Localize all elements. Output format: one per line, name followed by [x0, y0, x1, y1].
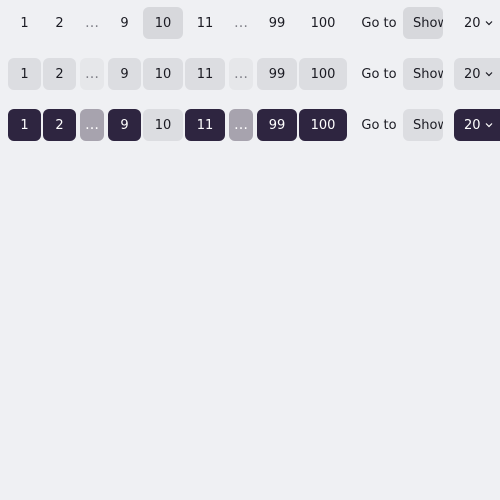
page-button-2[interactable]: 2 [43, 109, 76, 141]
chevron-down-icon [484, 18, 494, 28]
goto-page-input[interactable]: Show [403, 7, 443, 39]
page-button-99[interactable]: 99 [257, 109, 297, 141]
goto-page-input[interactable]: Show [403, 58, 443, 90]
page-button-9[interactable]: 9 [108, 58, 141, 90]
goto-label: Go to [361, 117, 397, 133]
page-button-99[interactable]: 99 [268, 15, 286, 31]
page-button-10-current[interactable]: 10 [143, 109, 183, 141]
page-size-select[interactable]: 20 [454, 7, 500, 39]
ellipsis-button[interactable]: … [80, 58, 104, 90]
page-button-100[interactable]: 100 [299, 58, 347, 90]
page-button-2[interactable]: 2 [43, 58, 76, 90]
ellipsis-button[interactable]: … [80, 109, 104, 141]
page-button-9[interactable]: 9 [120, 15, 129, 31]
page-size-select[interactable]: 20 [454, 58, 500, 90]
pagination-plain: 1 2 … 9 10 11 … 99 100 Go to Show 20 [8, 7, 500, 39]
page-button-11[interactable]: 11 [185, 109, 225, 141]
page-button-1[interactable]: 1 [8, 109, 41, 141]
goto-page-value: Show [413, 117, 443, 133]
page-button-2[interactable]: 2 [55, 15, 64, 31]
page-button-9[interactable]: 9 [108, 109, 141, 141]
goto-page-input[interactable]: Show [403, 109, 443, 141]
page-button-10-current[interactable]: 10 [143, 7, 183, 39]
pagination-dark: 1 2 … 9 10 11 … 99 100 Go to Show 20 [8, 109, 500, 141]
page-button-1[interactable]: 1 [8, 58, 41, 90]
goto-page-value: Show [413, 15, 443, 31]
goto-label: Go to [361, 15, 397, 31]
ellipsis-button[interactable]: … [229, 58, 253, 90]
chevron-down-icon [484, 120, 494, 130]
page-size-select[interactable]: 20 [454, 109, 500, 141]
ellipsis-button[interactable]: … [234, 15, 248, 31]
page-button-1[interactable]: 1 [20, 15, 29, 31]
page-size-value: 20 [464, 117, 481, 133]
goto-label: Go to [361, 66, 397, 82]
ellipsis-button[interactable]: … [85, 15, 99, 31]
page-size-value: 20 [464, 66, 481, 82]
page-button-10-current[interactable]: 10 [143, 58, 183, 90]
page-button-100[interactable]: 100 [299, 109, 347, 141]
page-size-value: 20 [464, 15, 481, 31]
page-button-11[interactable]: 11 [196, 15, 214, 31]
page-button-99[interactable]: 99 [257, 58, 297, 90]
goto-page-value: Show [413, 66, 443, 82]
ellipsis-button[interactable]: … [229, 109, 253, 141]
pagination-light: 1 2 … 9 10 11 … 99 100 Go to Show 20 [8, 58, 500, 90]
page-button-11[interactable]: 11 [185, 58, 225, 90]
chevron-down-icon [484, 69, 494, 79]
page-button-100[interactable]: 100 [310, 15, 336, 31]
